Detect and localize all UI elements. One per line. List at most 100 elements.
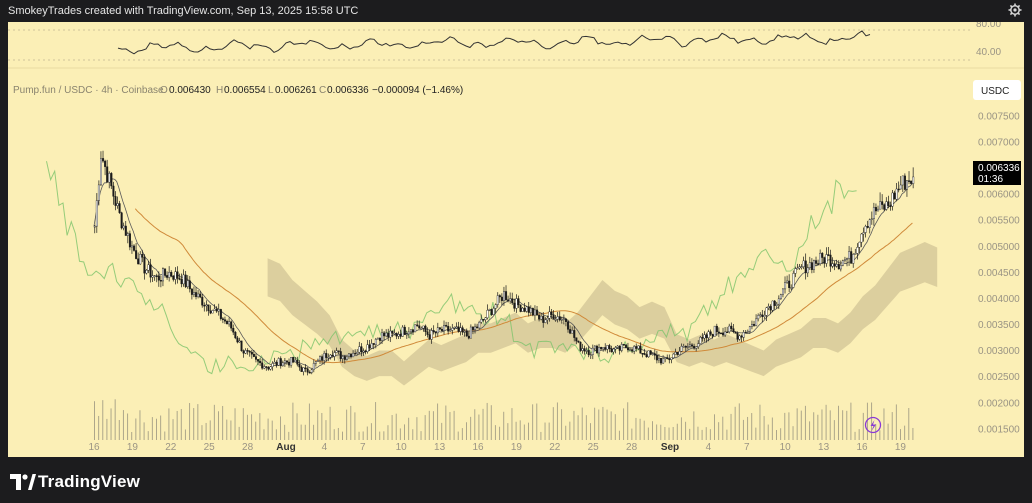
chart-canvas[interactable]: 80.00 40.00 Pump.fun / USDC · 4h · Coinb… bbox=[8, 19, 1024, 457]
time-tick: 16 bbox=[856, 442, 868, 453]
candle-body bbox=[740, 335, 743, 338]
candle-body bbox=[703, 334, 706, 339]
gear-icon[interactable] bbox=[1008, 3, 1022, 17]
candle-body bbox=[862, 232, 865, 235]
candle-body bbox=[449, 330, 452, 332]
tradingview-logo-icon[interactable] bbox=[10, 471, 36, 493]
currency-button[interactable]: USDC bbox=[973, 80, 1021, 100]
volume-bar bbox=[176, 410, 178, 440]
volume-bar bbox=[267, 418, 269, 440]
volume-bar bbox=[891, 412, 893, 440]
candle-body bbox=[897, 188, 900, 191]
candle-body bbox=[232, 327, 235, 333]
candle-body bbox=[498, 295, 501, 298]
candle-body bbox=[839, 264, 842, 270]
candle-body bbox=[385, 332, 388, 337]
candle-body bbox=[589, 354, 592, 356]
candle-body bbox=[903, 175, 906, 190]
candle-body bbox=[773, 300, 776, 306]
candle-body bbox=[304, 367, 307, 370]
candle-body bbox=[618, 345, 621, 351]
volume-bar bbox=[635, 417, 637, 440]
candle-body bbox=[201, 296, 204, 306]
candle-body bbox=[170, 272, 173, 277]
volume-bar bbox=[751, 413, 753, 440]
brand-name: TradingView bbox=[38, 472, 141, 491]
candle-body bbox=[893, 192, 896, 200]
candle-body bbox=[761, 314, 764, 317]
candle-body bbox=[534, 309, 537, 316]
ichimoku-cloud bbox=[267, 242, 938, 386]
volume-bar bbox=[251, 414, 253, 440]
chart-panel[interactable]: 80.00 40.00 Pump.fun / USDC · 4h · Coinb… bbox=[8, 19, 1024, 457]
candle-body bbox=[331, 354, 334, 357]
volume-bar bbox=[780, 428, 782, 440]
candle-body bbox=[407, 331, 410, 335]
volume-bar bbox=[755, 427, 757, 440]
candle-body bbox=[286, 360, 289, 363]
candle-body bbox=[769, 306, 772, 311]
candle-body bbox=[325, 353, 328, 358]
candle-body bbox=[376, 337, 379, 340]
candle-body bbox=[492, 308, 495, 315]
volume-bar bbox=[461, 428, 463, 440]
candle-body bbox=[707, 331, 710, 338]
candle-body bbox=[135, 250, 138, 259]
volume-bar bbox=[242, 408, 244, 440]
candle-body bbox=[643, 353, 646, 355]
candle-body bbox=[759, 314, 762, 316]
candle-body bbox=[246, 350, 249, 352]
candle-body bbox=[653, 353, 656, 356]
volume-bar bbox=[420, 431, 422, 440]
candle-body bbox=[635, 346, 638, 349]
rsi-line bbox=[117, 30, 871, 55]
volume-bar bbox=[205, 422, 207, 440]
candle-body bbox=[746, 331, 749, 333]
candle-body bbox=[908, 180, 911, 182]
volume-bar bbox=[263, 429, 265, 440]
candle-body bbox=[480, 319, 483, 323]
candle-body bbox=[128, 233, 131, 248]
candle-body bbox=[426, 331, 429, 335]
volume-bar bbox=[503, 411, 505, 440]
candle-body bbox=[178, 278, 181, 280]
candle-body bbox=[221, 318, 224, 320]
time-tick: 22 bbox=[549, 442, 561, 453]
candle-body bbox=[579, 341, 582, 351]
candle-body bbox=[350, 353, 353, 358]
candle-body bbox=[108, 173, 111, 183]
candle-body bbox=[381, 332, 384, 341]
lightning-icon[interactable] bbox=[864, 416, 882, 434]
candle-body bbox=[796, 267, 799, 270]
volume-bar bbox=[846, 410, 848, 440]
volume-bar bbox=[346, 409, 348, 440]
volume-bar bbox=[895, 404, 897, 440]
volume-bar bbox=[511, 408, 513, 440]
volume-bar bbox=[337, 427, 339, 440]
candle-body bbox=[428, 334, 431, 340]
candle-body bbox=[629, 349, 632, 351]
volume-bar bbox=[172, 419, 174, 440]
close-value: 0.006336 bbox=[327, 85, 369, 96]
candle-body bbox=[149, 264, 152, 278]
volume-bar bbox=[288, 431, 290, 440]
candle-body bbox=[686, 346, 689, 348]
candle-body bbox=[102, 158, 105, 162]
volume-bar bbox=[317, 410, 319, 440]
candle-body bbox=[581, 348, 584, 351]
candle-body bbox=[664, 357, 667, 360]
price-tick: 0.007500 bbox=[978, 111, 1020, 122]
volume-bar bbox=[623, 408, 625, 440]
candle-body bbox=[831, 263, 834, 267]
volume-bar bbox=[304, 424, 306, 440]
volume-bar bbox=[697, 426, 699, 440]
candle-body bbox=[544, 319, 547, 323]
candle-body bbox=[573, 330, 576, 338]
candle-body bbox=[345, 356, 348, 360]
candle-body bbox=[469, 326, 472, 339]
candle-body bbox=[312, 363, 315, 370]
candle-body bbox=[387, 332, 390, 338]
candle-body bbox=[182, 274, 185, 285]
volume-bar bbox=[379, 431, 381, 440]
candle-body bbox=[459, 327, 462, 332]
